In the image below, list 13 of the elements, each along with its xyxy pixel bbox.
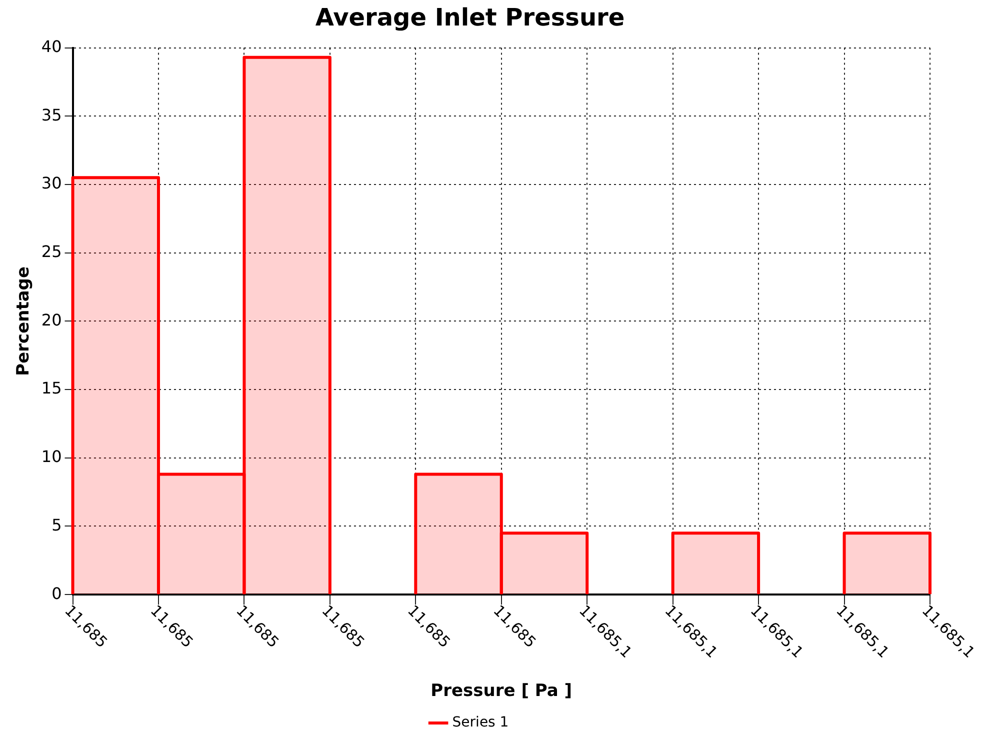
y-tick-label: 25 [41, 242, 62, 262]
y-tick-label: 30 [41, 174, 62, 193]
y-tick-label: 10 [41, 447, 62, 466]
y-tick-label: 15 [41, 378, 62, 398]
y-axis-title: Percentage [14, 266, 34, 376]
x-axis-title: Pressure [ Pa ] [430, 681, 572, 702]
y-tick-label: 20 [41, 310, 62, 330]
y-tick-label: 0 [52, 584, 62, 603]
legend-label: Series 1 [452, 714, 509, 731]
y-tick-label: 5 [52, 515, 62, 534]
y-tick-label: 40 [41, 36, 62, 56]
chart-title: Average Inlet Pressure [315, 4, 625, 32]
y-tick-label: 35 [41, 105, 62, 124]
